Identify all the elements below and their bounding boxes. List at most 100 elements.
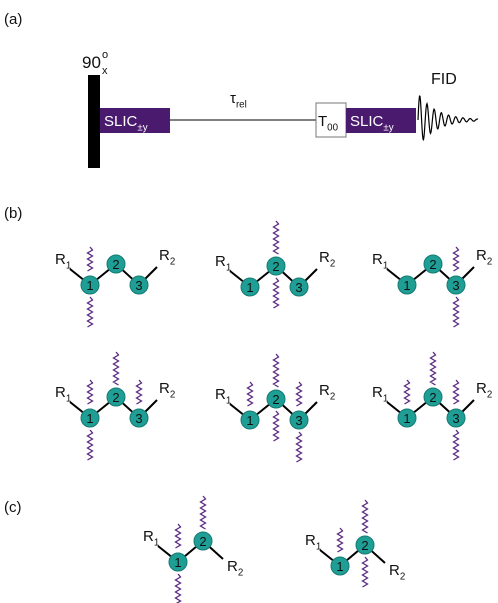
subscript: 1 xyxy=(66,261,71,272)
base: R xyxy=(319,249,330,266)
irradiation xyxy=(454,247,459,271)
base: R xyxy=(215,253,226,270)
substituent: R1 xyxy=(305,532,321,553)
node-label: 2 xyxy=(112,257,119,272)
substituent: R1 xyxy=(55,384,71,405)
irradiation xyxy=(363,500,368,533)
node-label: 3 xyxy=(295,280,302,295)
panel-label: (a) xyxy=(4,11,22,28)
subscript: 2 xyxy=(330,392,335,403)
irradiation xyxy=(114,352,119,385)
node-label: 2 xyxy=(199,534,206,549)
panel-label: (b) xyxy=(4,205,22,222)
base: R xyxy=(372,384,383,401)
irradiation xyxy=(431,352,436,385)
irradiation xyxy=(274,278,279,308)
node-label: 1 xyxy=(336,559,343,574)
substituent: R2 xyxy=(159,247,175,268)
subscript: 1 xyxy=(66,394,71,405)
base: R xyxy=(476,247,487,264)
substituent: R2 xyxy=(476,247,492,268)
base: R xyxy=(372,251,383,268)
irradiation xyxy=(274,354,279,387)
irradiation xyxy=(248,382,253,406)
irradiation xyxy=(88,380,93,404)
substituent: R1 xyxy=(215,386,231,407)
subscript: 1 xyxy=(226,263,231,274)
base: R xyxy=(305,532,316,549)
substituent: R2 xyxy=(319,382,335,403)
panel-label: (c) xyxy=(4,499,22,516)
subscript: rel xyxy=(236,100,247,111)
irradiation xyxy=(88,297,93,327)
node-label: 1 xyxy=(246,280,253,295)
subscript: 1 xyxy=(383,394,388,405)
irradiation xyxy=(405,380,410,404)
substituent: R1 xyxy=(55,251,71,272)
irradiation xyxy=(454,430,459,460)
substituent: R2 xyxy=(227,558,243,579)
subscript: 1 xyxy=(154,538,159,549)
node-label: 3 xyxy=(452,278,459,293)
base: 90 xyxy=(82,53,101,72)
irradiation xyxy=(137,380,142,404)
node-label: 3 xyxy=(452,411,459,426)
node-label: 2 xyxy=(429,257,436,272)
node-label: 2 xyxy=(112,390,119,405)
base: R xyxy=(476,380,487,397)
base: R xyxy=(319,382,330,399)
substituent: R2 xyxy=(159,380,175,401)
substituent: R1 xyxy=(215,253,231,274)
subscript: 2 xyxy=(170,390,175,401)
substituent: R2 xyxy=(319,249,335,270)
irradiation xyxy=(297,432,302,462)
node-label: 2 xyxy=(272,259,279,274)
substituent: R1 xyxy=(372,251,388,272)
irradiation xyxy=(88,430,93,460)
subscript: 2 xyxy=(170,257,175,268)
subscript: 1 xyxy=(316,542,321,553)
irradiation xyxy=(176,524,181,548)
node-label: 3 xyxy=(135,411,142,426)
base: T xyxy=(318,113,327,130)
subscript: 2 xyxy=(330,259,335,270)
base: R xyxy=(143,528,154,545)
base: R xyxy=(215,386,226,403)
irradiation xyxy=(454,380,459,404)
fid-signal xyxy=(418,96,478,140)
irradiation xyxy=(454,297,459,327)
node-label: 2 xyxy=(272,392,279,407)
node-label: 1 xyxy=(403,278,410,293)
substituent: R2 xyxy=(389,562,405,583)
pulse-label: 90 xyxy=(82,53,101,72)
subscript: 2 xyxy=(238,568,243,579)
base: R xyxy=(389,562,400,579)
diagram: (a) (b) (c) FID 90oxSLIC±ySLIC±yτrelT00R… xyxy=(0,0,498,603)
node-label: 1 xyxy=(86,278,93,293)
node-label: 2 xyxy=(429,390,436,405)
subscript: 1 xyxy=(383,261,388,272)
base: R xyxy=(55,384,66,401)
fid-label: FID xyxy=(431,71,457,88)
subscript: ±y xyxy=(383,123,393,134)
irradiation xyxy=(176,574,181,603)
base: R xyxy=(159,247,170,264)
irradiation xyxy=(297,382,302,406)
superscript: o xyxy=(102,49,108,61)
subscript: ±y xyxy=(137,123,147,134)
base: R xyxy=(159,380,170,397)
base: SLIC xyxy=(104,113,138,130)
base: R xyxy=(227,558,238,575)
subscript: x xyxy=(102,65,108,77)
subscript: 2 xyxy=(400,572,405,583)
subscript: 1 xyxy=(226,396,231,407)
substituent: R1 xyxy=(143,528,159,549)
subscript: 00 xyxy=(327,123,338,134)
node-label: 1 xyxy=(246,413,253,428)
irradiation xyxy=(274,411,279,441)
subscript: 2 xyxy=(487,257,492,268)
node-label: 1 xyxy=(403,411,410,426)
base: SLIC xyxy=(350,113,384,130)
irradiation xyxy=(338,528,343,552)
base: R xyxy=(55,251,66,268)
